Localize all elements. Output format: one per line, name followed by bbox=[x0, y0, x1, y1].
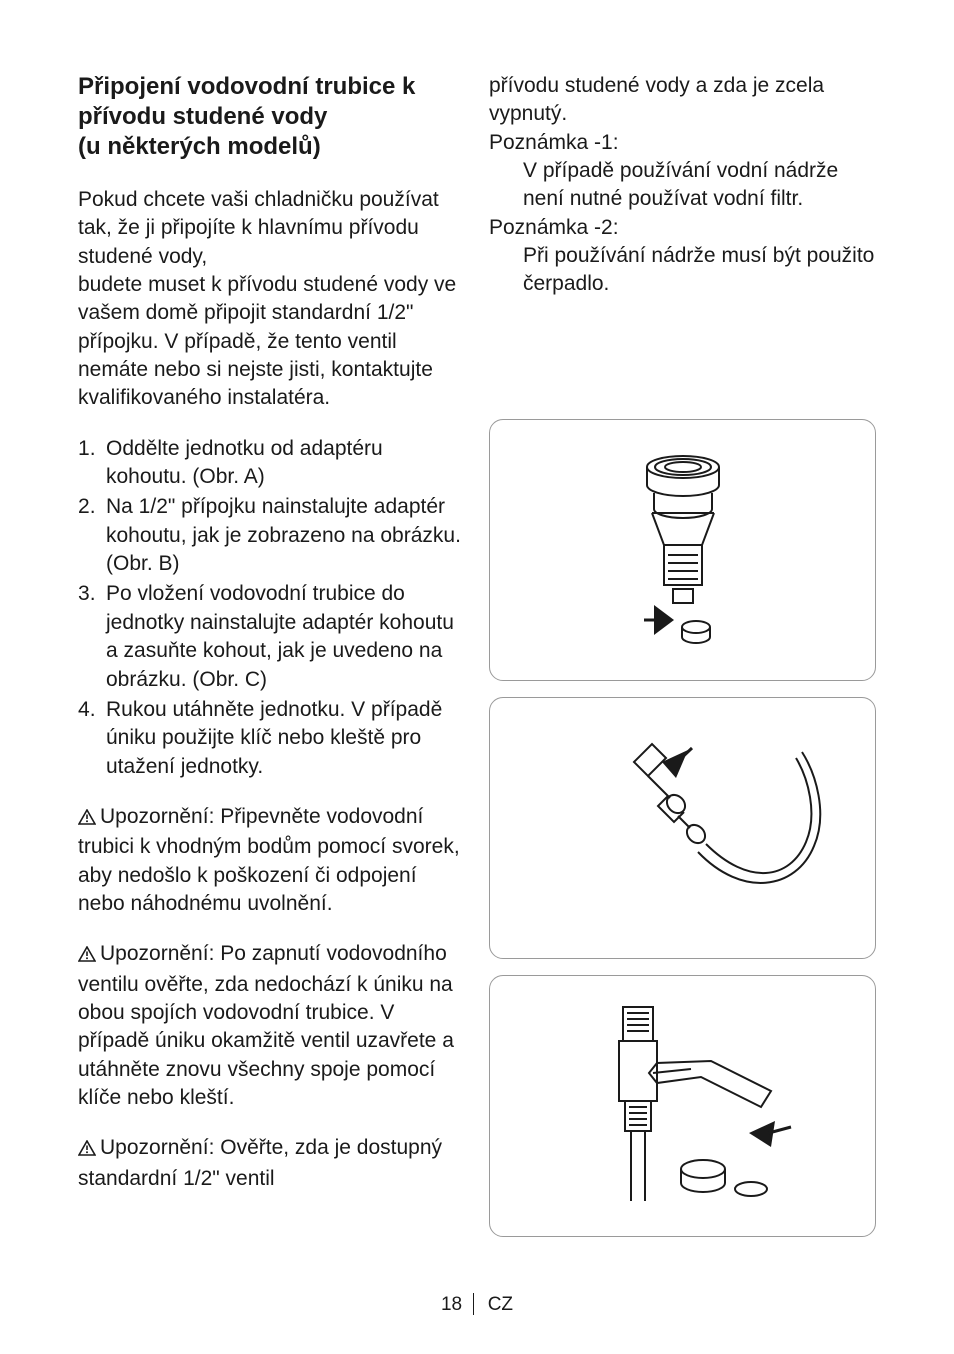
warning-2: Upozornění: Po zapnutí vodovodního venti… bbox=[78, 940, 465, 1112]
warning-text: Upozornění: Připevněte vodovodní trubici… bbox=[78, 805, 460, 915]
step-item: Na 1/2" přípojku nainstalujte adaptér ko… bbox=[78, 493, 465, 578]
warning-icon bbox=[78, 1136, 96, 1164]
warning-text: Upozornění: Po zapnutí vodovodního venti… bbox=[78, 942, 454, 1109]
section-title: Připojení vodovodní trubice k přívodu st… bbox=[78, 72, 465, 162]
wrench-tighten-icon bbox=[553, 1001, 813, 1211]
warning-icon bbox=[78, 942, 96, 970]
note-text: Při používání nádrže musí být použito če… bbox=[489, 242, 876, 299]
step-item: Oddělte jednotku od adaptéru kohoutu. (O… bbox=[78, 435, 465, 492]
page-number: 18 bbox=[441, 1294, 462, 1315]
warning-3: Upozornění: Ověřte, zda je dostupný stan… bbox=[78, 1134, 465, 1193]
note-text: V případě používání vodní nádrže není nu… bbox=[489, 157, 876, 214]
steps-list: Oddělte jednotku od adaptéru kohoutu. (O… bbox=[78, 435, 465, 781]
continuation-text: přívodu studené vody a zda je zcela vypn… bbox=[489, 72, 876, 129]
figure-c bbox=[489, 975, 876, 1237]
step-item: Rukou utáhněte jednotku. V případě úniku… bbox=[78, 696, 465, 781]
warning-text: Upozornění: Ověřte, zda je dostupný stan… bbox=[78, 1136, 442, 1189]
figure-b bbox=[489, 697, 876, 959]
intro-paragraph-2: budete muset k přívodu studené vody ve v… bbox=[78, 271, 465, 413]
note-label: Poznámka -1: bbox=[489, 129, 619, 157]
footer-separator bbox=[473, 1293, 474, 1315]
page-footer: 18 CZ bbox=[0, 1293, 954, 1316]
warning-icon bbox=[78, 805, 96, 833]
page-lang: CZ bbox=[488, 1294, 513, 1315]
intro-paragraph-1: Pokud chcete vaši chladničku používat ta… bbox=[78, 186, 465, 271]
figure-a bbox=[489, 419, 876, 681]
note-label: Poznámka -2: bbox=[489, 214, 619, 242]
note-2: Poznámka -2: Při používání nádrže musí b… bbox=[489, 214, 876, 299]
warning-1: Upozornění: Připevněte vodovodní trubici… bbox=[78, 803, 465, 918]
hose-adapter-icon bbox=[538, 728, 828, 928]
note-1: Poznámka -1: V případě používání vodní n… bbox=[489, 129, 876, 214]
step-item: Po vložení vodovodní trubice do jednotky… bbox=[78, 580, 465, 693]
tap-adapter-icon bbox=[608, 445, 758, 655]
